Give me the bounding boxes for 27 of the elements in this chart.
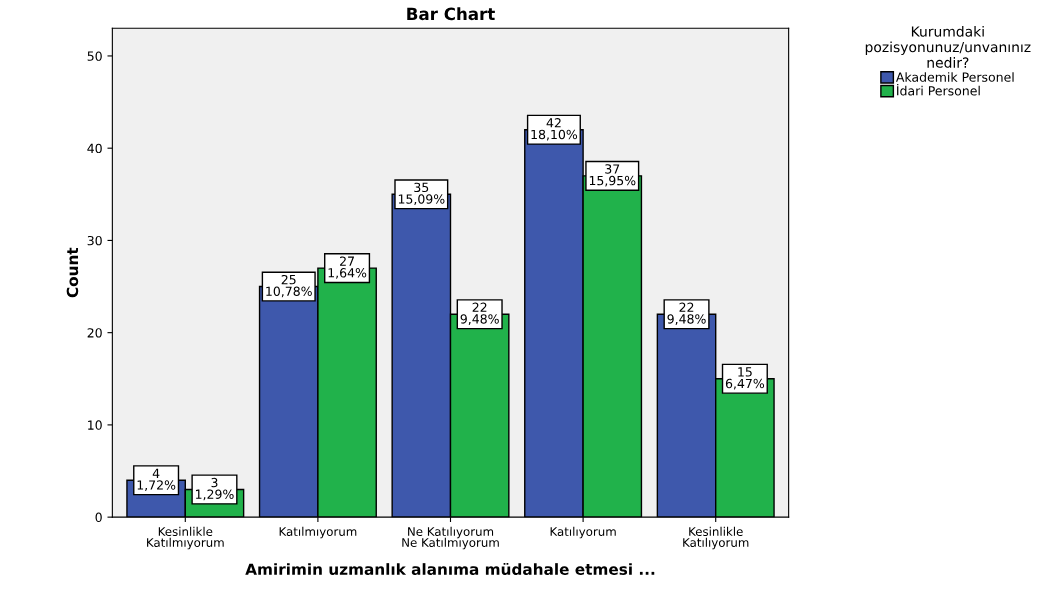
y-tick-label: 0 — [95, 512, 102, 523]
data-label: 15 6,47% — [725, 367, 765, 390]
data-label: 35 15,09% — [398, 182, 445, 206]
x-tick-label: Kesinlikle Katılıyorum — [683, 526, 749, 550]
data-label: 22 9,48% — [667, 302, 706, 325]
y-tick-label: 40 — [87, 143, 102, 154]
legend-title: Kurumdaki pozisyonunuz/unvanınız nedir? — [865, 25, 1031, 68]
x-tick-label: Katılmıyorum — [279, 526, 357, 539]
data-label: 4 1,72% — [137, 468, 176, 491]
data-label: 3 1,29% — [195, 477, 234, 501]
data-label: 37 15,95% — [589, 164, 636, 187]
y-tick-label: 30 — [87, 235, 102, 246]
data-label: 25 10,78% — [266, 274, 312, 298]
x-tick-label: Katılıyorum — [550, 526, 616, 539]
legend-label: Akademik Personel — [895, 72, 1014, 82]
y-tick-label: 10 — [88, 420, 102, 430]
y-tick-label: 20 — [87, 328, 102, 338]
y-axis-title: Count — [66, 247, 79, 298]
data-label: 22 9,48% — [460, 302, 499, 325]
x-axis-title: Amirimin uzmanlık alanıma müdahale etmesi ... — [245, 562, 655, 575]
data-label: 27 1,64% — [328, 256, 367, 279]
data-label: 42 18,10% — [531, 118, 578, 141]
y-tick-label: 50 — [87, 51, 102, 61]
legend-label: İdari Personel — [897, 83, 980, 96]
chart-title: Bar Chart — [407, 7, 495, 21]
x-tick-label: Kesinlikle Katılmıyorum — [147, 526, 224, 550]
x-tick-label: Ne Katılıyorum Ne Katılmıyorum — [402, 526, 499, 550]
